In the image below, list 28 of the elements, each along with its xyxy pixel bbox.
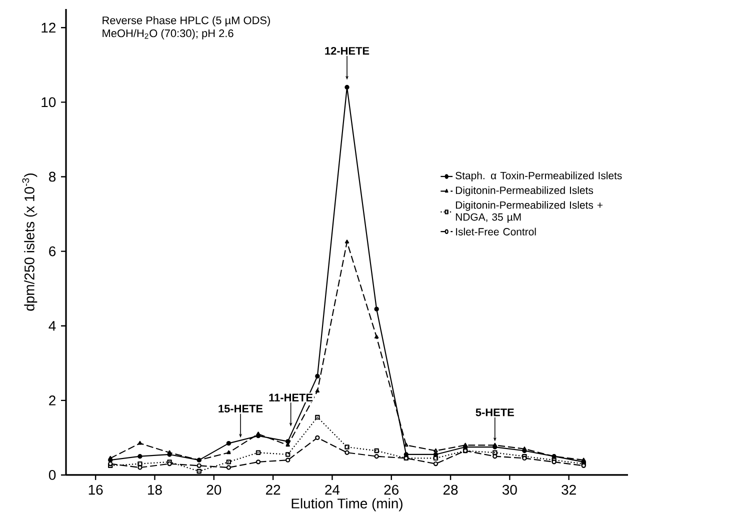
x-axis-title: Elution Time (min): [292, 498, 402, 512]
x-tick-label: 22: [266, 484, 280, 495]
annotation: 12-HETE: [325, 46, 370, 55]
legend-label: Digitonin-Permeabilized Islets + NDGA, 35 µM: [456, 201, 603, 223]
x-tick-label: 20: [206, 484, 222, 495]
x-tick-label: 26: [384, 484, 399, 495]
y-tick-label: 0: [48, 470, 56, 480]
y-tick-label: 12: [42, 22, 56, 32]
x-tick-label: 32: [562, 484, 576, 495]
y-tick-label: 4: [48, 321, 56, 331]
x-tick-label: 30: [502, 484, 517, 495]
legend-label: Islet-Free Control: [456, 228, 536, 236]
legend-label: Staph. α Toxin-Permeabilized Islets: [456, 172, 622, 182]
x-tick-label: 24: [325, 484, 340, 495]
x-tick-label: 18: [148, 484, 162, 495]
y-tick-label: 2: [49, 396, 56, 406]
text: Reverse Phase HPLC (5 µM ODS): [102, 16, 270, 26]
y-tick-label: 8: [49, 172, 56, 182]
y-tick-label: 6: [49, 246, 56, 256]
text: MeOH/H$_{2}$O (70:30); pH 2.6: [102, 29, 234, 40]
annotation: 5-HETE: [476, 408, 514, 416]
y-tick-label: 10: [42, 97, 56, 108]
legend-label: Digitonin-Permeabilized Islets: [456, 186, 594, 196]
annotation: 15-HETE: [218, 404, 263, 413]
x-tick-label: 28: [443, 484, 458, 495]
y-axis-title: dpm/250 islets (x 10$^{-3}$): [22, 174, 38, 311]
x-tick-label: 16: [88, 484, 103, 495]
annotation: 11-HETE: [269, 394, 313, 402]
